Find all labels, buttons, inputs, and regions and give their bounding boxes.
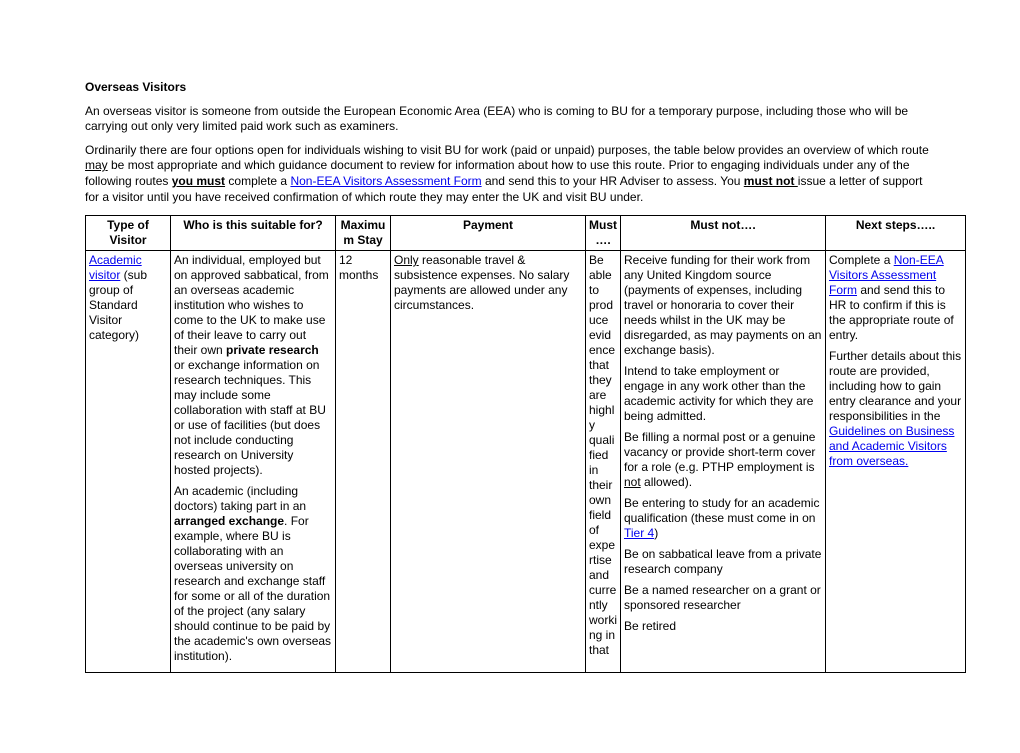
c6c-post: allowed). <box>641 475 692 489</box>
cell-type: Academic visitor (sub group of Standard … <box>86 251 171 673</box>
c6e: Be on sabbatical leave from a private re… <box>624 547 822 577</box>
page-heading: Overseas Visitors <box>85 80 935 96</box>
c2a-pre: An individual, employed but on approved … <box>174 253 329 357</box>
non-eea-form-link[interactable]: Non-EEA Visitors Assessment Form <box>290 174 481 188</box>
intro-paragraph-2: Ordinarily there are four options open f… <box>85 143 935 205</box>
c2a-post: or exchange information on research tech… <box>174 358 326 477</box>
p2-must-not: must not <box>744 174 798 188</box>
header-must: Must…. <box>586 216 621 251</box>
c2a-bold: private research <box>226 343 319 357</box>
cell-must: Be able to produce evidence that they ar… <box>586 251 621 673</box>
c2b-pre: An academic (including doctors) taking p… <box>174 484 306 513</box>
c6c-pre: Be filling a normal post or a genuine va… <box>624 430 815 474</box>
cell-suitable: An individual, employed but on approved … <box>171 251 336 673</box>
table-row: Academic visitor (sub group of Standard … <box>86 251 966 673</box>
p2-pre: Ordinarily there are four options open f… <box>85 143 929 157</box>
visitors-table: Type of Visitor Who is this suitable for… <box>85 215 966 673</box>
header-payment: Payment <box>391 216 586 251</box>
p2-may: may <box>85 158 108 172</box>
c6d-post: ) <box>654 526 658 540</box>
c4-rest: reasonable travel & subsistence expenses… <box>394 253 569 312</box>
cell-nextsteps: Complete a Non-EEA Visitors Assessment F… <box>826 251 966 673</box>
intro-paragraph-1: An overseas visitor is someone from outs… <box>85 104 935 135</box>
guidelines-link[interactable]: Guidelines on Business and Academic Visi… <box>829 424 954 468</box>
cell-mustnot: Receive funding for their work from any … <box>621 251 826 673</box>
cell-maxstay: 12 months <box>336 251 391 673</box>
p2-you-must: you must <box>172 174 225 188</box>
header-maxstay: Maximum Stay <box>336 216 391 251</box>
header-nextsteps: Next steps….. <box>826 216 966 251</box>
c6c-u: not <box>624 475 641 489</box>
c6b: Intend to take employment or engage in a… <box>624 364 822 424</box>
c6f: Be a named researcher on a grant or spon… <box>624 583 822 613</box>
tier4-link[interactable]: Tier 4 <box>624 526 654 540</box>
p2-mid2: complete a <box>225 174 290 188</box>
c6d-pre: Be entering to study for an academic qua… <box>624 496 819 525</box>
cell-payment: Only reasonable travel & subsistence exp… <box>391 251 586 673</box>
c6g: Be retired <box>624 619 822 634</box>
c7a-pre: Complete a <box>829 253 894 267</box>
header-mustnot: Must not…. <box>621 216 826 251</box>
header-suitable: Who is this suitable for? <box>171 216 336 251</box>
table-header-row: Type of Visitor Who is this suitable for… <box>86 216 966 251</box>
p2-mid3: and send this to your HR Adviser to asse… <box>482 174 744 188</box>
header-type: Type of Visitor <box>86 216 171 251</box>
c6a: Receive funding for their work from any … <box>624 253 822 358</box>
c2b-post: . For example, where BU is collaborating… <box>174 514 331 663</box>
c2b-bold: arranged exchange <box>174 514 284 528</box>
c7b-pre: Further details about this route are pro… <box>829 349 961 423</box>
c4-only: Only <box>394 253 419 267</box>
